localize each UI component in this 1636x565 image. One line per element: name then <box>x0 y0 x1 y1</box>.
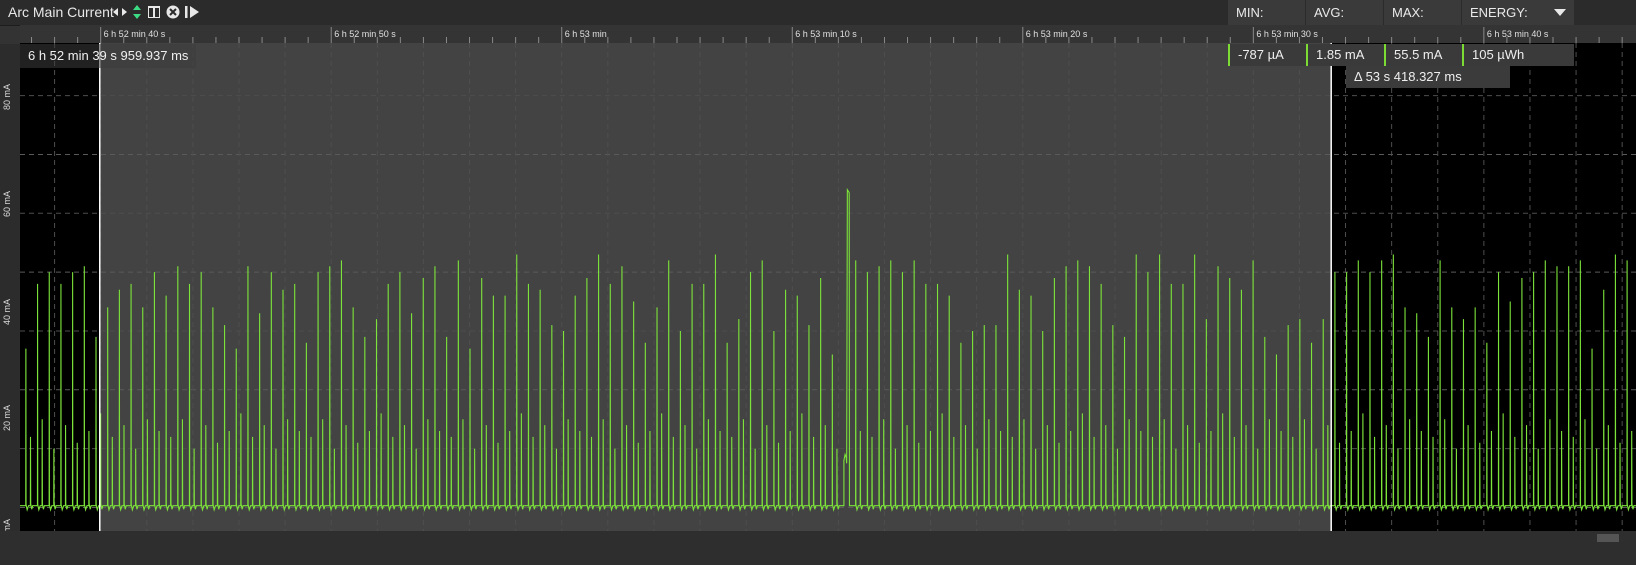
grid-lines <box>20 25 1636 531</box>
current-trace <box>20 187 1636 512</box>
min-value: -787 µA <box>1228 44 1306 66</box>
selection-delta: Δ 53 s 418.327 ms <box>1346 66 1510 88</box>
toolbar: Arc Main Current MIN: AVG: MAX: ENERGY: <box>0 0 1636 26</box>
energy-value: 105 µWh <box>1462 44 1574 66</box>
shade-left <box>20 25 100 531</box>
max-label: MAX: <box>1392 5 1424 20</box>
avg-value: 1.85 mA <box>1306 44 1384 66</box>
x-tick-label: 6 h 53 min 20 s <box>1026 29 1088 39</box>
selection-markers[interactable] <box>99 43 1332 531</box>
trace-line <box>20 187 1636 512</box>
x-tick-label: 6 h 53 min 40 s <box>1487 29 1549 39</box>
x-tick-label: 6 h 52 min 50 s <box>334 29 396 39</box>
energy-header[interactable]: ENERGY: <box>1462 0 1574 25</box>
energy-label: ENERGY: <box>1470 5 1528 20</box>
scrollbar-thumb[interactable] <box>1597 534 1619 542</box>
y-axis: 0 mA 20 mA 40 mA 60 mA 80 mA <box>0 44 20 544</box>
x-axis: 6 h 52 min 40 s 6 h 52 min 50 s 6 h 53 min… <box>20 25 1636 43</box>
max-header: MAX: <box>1384 0 1461 25</box>
play-skip-icon[interactable] <box>185 4 199 20</box>
y-tick-label: 60 mA <box>2 190 12 217</box>
max-value: 55.5 mA <box>1384 44 1462 66</box>
y-tick-label: 80 mA <box>2 83 12 110</box>
x-tick-label: 6 h 53 min 30 s <box>1256 29 1318 39</box>
pan-arrows-icon[interactable] <box>113 4 127 20</box>
y-tick-label: 40 mA <box>2 298 12 325</box>
x-axis-ruler <box>20 25 1636 43</box>
min-header: MIN: <box>1228 0 1305 25</box>
x-tick-label: 6 h 53 min 10 s <box>795 29 857 39</box>
avg-header: AVG: <box>1306 0 1383 25</box>
columns-icon[interactable] <box>147 4 161 20</box>
x-tick-label: 6 h 52 min 40 s <box>104 29 166 39</box>
chevron-down-icon[interactable] <box>1554 9 1566 16</box>
selection-start-time: 6 h 52 min 39 s 959.937 ms <box>20 44 197 68</box>
y-tick-label: 20 mA <box>2 404 12 431</box>
current-chart[interactable]: 6 h 52 min 40 s 6 h 52 min 50 s 6 h 53 min… <box>20 25 1636 531</box>
vertical-arrows-icon[interactable] <box>130 4 144 20</box>
x-tick-label: 6 h 53 min <box>565 29 607 39</box>
avg-label: AVG: <box>1314 5 1345 20</box>
close-circle-icon[interactable] <box>166 4 180 20</box>
min-label: MIN: <box>1236 5 1264 20</box>
horizontal-scrollbar[interactable] <box>0 531 1636 565</box>
panel-title: Arc Main Current <box>8 4 114 20</box>
